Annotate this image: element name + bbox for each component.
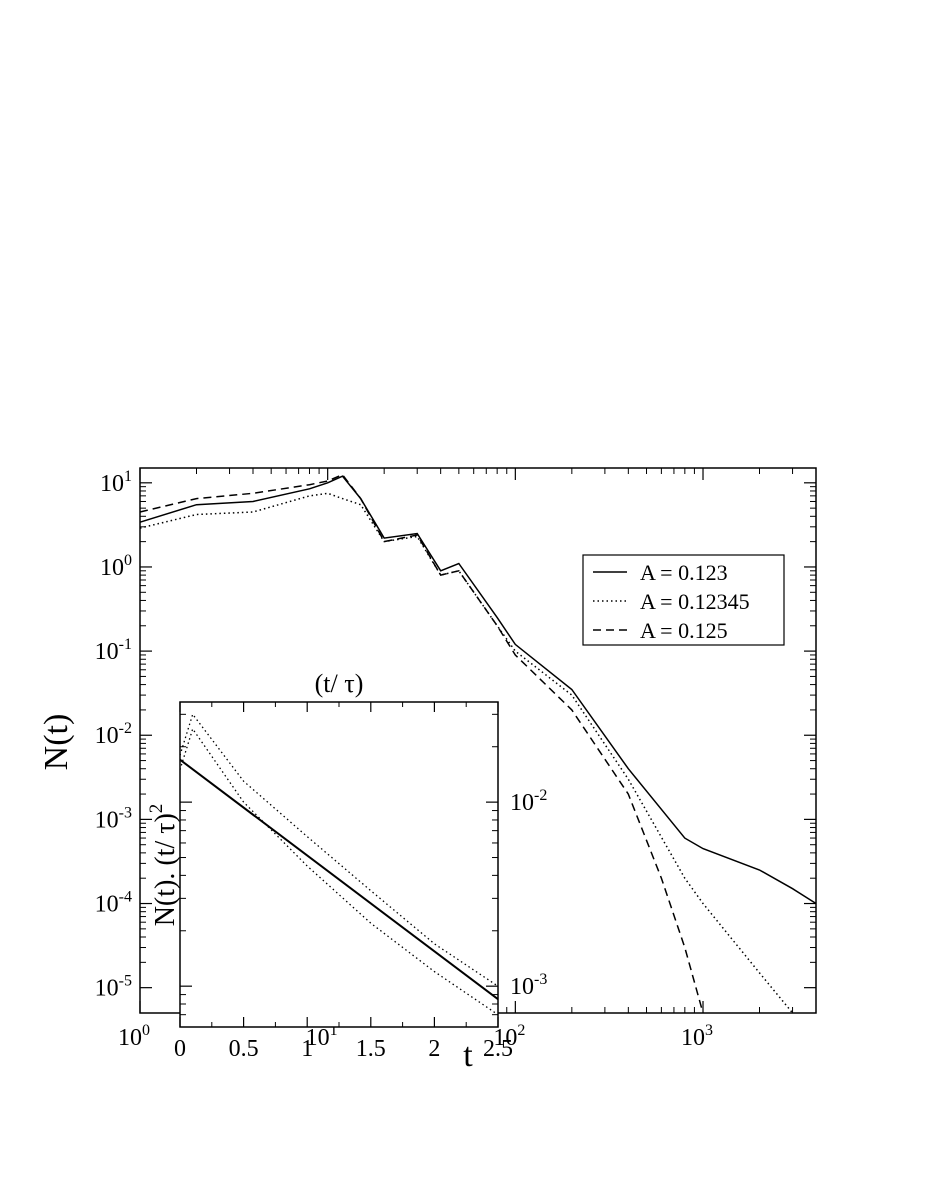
inset-plot: 0 0.5 1 1.5 2 2.5 10-2 10-3 (t/ τ) N(t). (t/ τ… [146,669,547,1062]
inset-y-label-exponent: 2 [146,804,167,814]
inset-y-axis-label: N(t). (t/ τ)2 [146,804,181,927]
x-tick-label: 100 [118,1022,150,1051]
inset-background [180,702,498,1027]
y-tick-label: 10-1 [95,636,132,665]
legend-entry: A = 0.125 [640,618,728,643]
y-tick-label: 10-2 [95,720,132,749]
inset-y-tick-label: 10-2 [510,787,547,816]
main-series-layer [139,473,817,1014]
y-axis-label: N(t) [38,714,75,771]
legend-entry: A = 0.123 [640,560,728,585]
series-line-dashed [139,473,704,1014]
main-y-axis: 10-5 10-4 10-3 10-2 10-1 100 101 [95,468,816,1002]
legend-box [582,554,785,646]
y-tick-label: 100 [100,552,132,581]
inset-series-line-dotted [179,727,499,1016]
inset-x-tick-label: 1 [301,1036,313,1062]
inset-series-line-solid [179,758,499,1000]
y-tick-label: 10-3 [95,804,132,833]
svg-text:N(t). (t/ τ)2: N(t). (t/ τ)2 [146,804,181,927]
x-tick-label: 101 [306,1022,338,1051]
inset-x-axis: 0 0.5 1 1.5 2 2.5 [174,702,513,1062]
x-tick-label: 102 [493,1022,525,1051]
inset-x-tick-label: 2.5 [483,1036,513,1062]
inset-x-tick-label: 0 [174,1036,186,1062]
x-tick-label: 103 [681,1022,713,1051]
inset-y-tick-label: 10-3 [510,971,547,1000]
inset-y-label-text: N(t). (t/ τ) [150,813,181,926]
series-line-dotted [139,492,794,1014]
y-tick-label: 10-5 [95,973,132,1002]
inset-series-layer [179,712,499,1016]
legend: A = 0.123 A = 0.12345 A = 0.125 [582,554,785,646]
y-tick-label: 101 [100,468,132,497]
y-tick-label: 10-4 [95,889,132,918]
x-axis-label: t [463,1037,473,1074]
inset-y-axis: 10-2 10-3 [180,713,547,1028]
legend-entry: A = 0.12345 [640,589,750,614]
inset-x-tick-label: 1.5 [356,1036,386,1062]
main-plot: 100 101 102 103 10-510-410-310-210-1100101 … [38,467,817,1074]
inset-x-tick-label: 0.5 [229,1036,259,1062]
inset-title: (t/ τ) [315,669,364,698]
inset-x-tick-label: 2 [428,1036,440,1062]
series-line-solid [139,475,817,905]
